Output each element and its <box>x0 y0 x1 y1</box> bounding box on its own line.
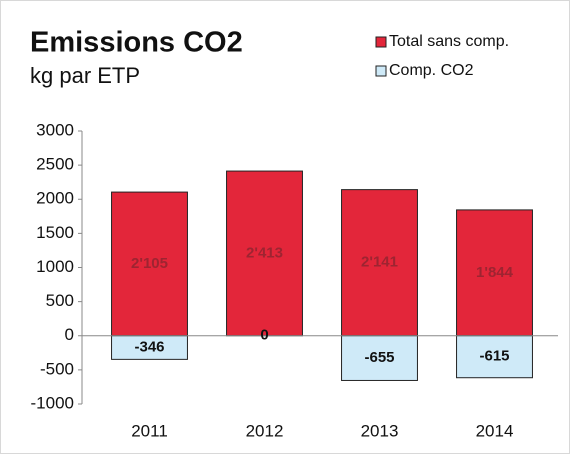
y-tick-label: 3000 <box>36 120 74 139</box>
legend-label: Comp. CO2 <box>389 62 474 79</box>
legend-swatch <box>375 36 387 48</box>
y-tick-label: 0 <box>65 325 74 344</box>
y-tick-label: -1000 <box>31 393 74 412</box>
y-tick-label: 1000 <box>36 257 74 276</box>
bar <box>226 170 303 337</box>
data-label: -655 <box>364 349 394 366</box>
legend-swatch <box>375 65 387 77</box>
bar <box>341 335 418 381</box>
bar <box>111 191 188 337</box>
x-tick-label: 2011 <box>131 421 168 440</box>
data-label: 0 <box>260 327 268 344</box>
data-label: 2'105 <box>131 255 168 272</box>
bar <box>456 335 533 379</box>
data-label: 1'844 <box>476 264 514 281</box>
x-tick-label: 2014 <box>476 421 514 440</box>
data-label: 2'141 <box>361 254 398 271</box>
y-tick-label: 500 <box>46 291 74 310</box>
chart-title: Emissions CO2 <box>30 27 243 59</box>
y-tick-label: 2000 <box>36 189 74 208</box>
y-tick-label: 1500 <box>36 223 74 242</box>
data-label: 2'413 <box>246 244 283 261</box>
x-tick-label: 2012 <box>246 421 284 440</box>
legend-label: Total sans comp. <box>389 33 509 50</box>
data-label: -615 <box>479 348 509 365</box>
y-tick-label: -500 <box>40 359 74 378</box>
x-tick-label: 2013 <box>361 421 399 440</box>
chart-subtitle: kg par ETP <box>30 63 140 88</box>
y-tick-label: 2500 <box>36 155 74 174</box>
data-label: -346 <box>134 339 164 356</box>
